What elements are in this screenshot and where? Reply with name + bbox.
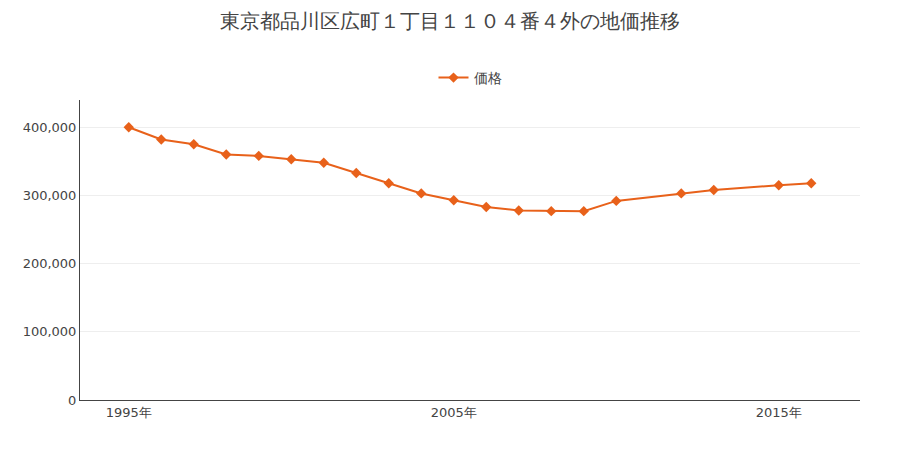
svg-text:1995年: 1995年	[106, 405, 152, 420]
svg-text:価格: 価格	[474, 70, 502, 86]
svg-text:200,000: 200,000	[23, 256, 77, 271]
svg-text:100,000: 100,000	[23, 324, 77, 339]
svg-text:400,000: 400,000	[23, 120, 77, 135]
svg-text:0: 0	[68, 393, 76, 408]
svg-text:300,000: 300,000	[23, 188, 77, 203]
svg-text:2015年: 2015年	[756, 405, 802, 420]
svg-text:2005年: 2005年	[431, 405, 477, 420]
svg-text:東京都品川区広町１丁目１１０４番４外の地価推移: 東京都品川区広町１丁目１１０４番４外の地価推移	[220, 9, 680, 33]
